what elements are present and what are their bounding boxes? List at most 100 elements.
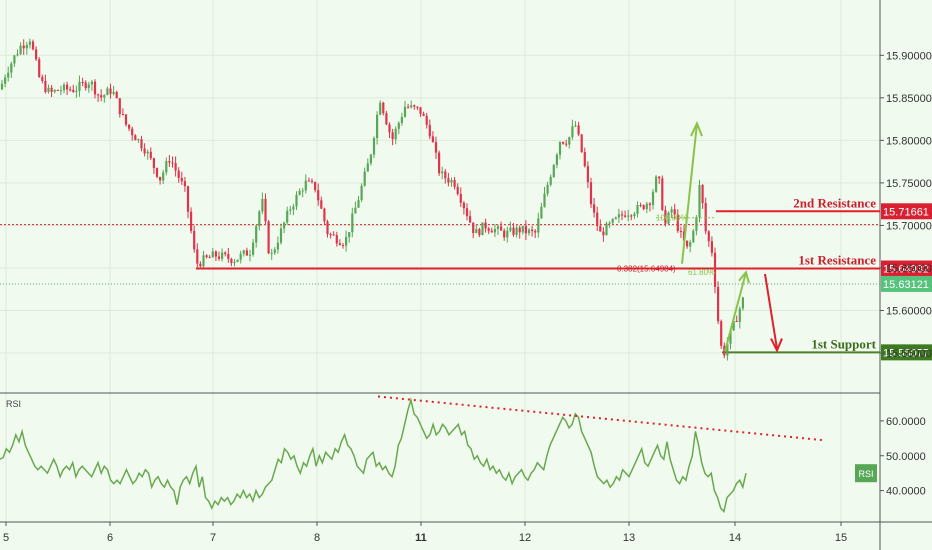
candle-body xyxy=(580,134,583,153)
candle-body xyxy=(503,230,506,238)
candle-body xyxy=(602,231,605,236)
candle-body xyxy=(7,72,10,78)
candle-body xyxy=(472,222,475,234)
projection-arrow-up-1-head xyxy=(690,120,703,137)
candle-body xyxy=(617,214,620,218)
candle-body xyxy=(56,90,59,92)
candle-body xyxy=(128,124,131,129)
candle-body xyxy=(465,208,469,217)
candle-body xyxy=(186,186,190,212)
candle-body xyxy=(19,45,22,55)
candle-body xyxy=(732,320,735,331)
annotations: 100.00% 0.382(15.64984) 61.80% xyxy=(617,120,783,353)
candle-body xyxy=(543,193,546,207)
candle-body xyxy=(310,180,314,182)
candle-body xyxy=(10,63,13,73)
candle-body xyxy=(558,141,562,155)
candle-body xyxy=(713,252,717,287)
candle-body xyxy=(555,154,558,165)
candle-body xyxy=(131,128,134,136)
projection-arrow-down-head xyxy=(770,338,783,353)
candle-body xyxy=(534,231,537,233)
candle-body xyxy=(103,95,106,98)
candle-body xyxy=(140,139,143,149)
time-tick-label: 6 xyxy=(107,532,113,544)
candle-body xyxy=(434,142,438,153)
candle-body xyxy=(394,128,397,140)
candle-body xyxy=(658,176,661,179)
candle-body xyxy=(224,252,227,254)
candle-body xyxy=(44,80,47,92)
candle-body xyxy=(348,232,351,238)
candle-body xyxy=(4,77,7,84)
candle-body xyxy=(245,250,248,256)
price-tick-label: 15.90000 xyxy=(886,50,932,62)
candle-body xyxy=(276,242,279,250)
candle-body xyxy=(397,122,400,129)
candle-body xyxy=(332,234,335,236)
candle-body xyxy=(413,105,416,107)
candle-body xyxy=(695,217,698,231)
candle-body xyxy=(341,244,345,246)
candle-body xyxy=(354,207,357,214)
candle-body xyxy=(400,116,403,123)
candle-body xyxy=(267,221,270,254)
candle-body xyxy=(577,125,580,135)
candle-body xyxy=(447,178,450,183)
level-lines: 2nd Resistance 15.71661 1st Resistance 15.6… xyxy=(0,195,932,361)
candle-body xyxy=(109,88,112,94)
candle-body xyxy=(428,124,431,137)
price-tick-label: 15.60000 xyxy=(886,305,932,317)
candle-body xyxy=(62,84,66,91)
candle-body xyxy=(372,138,376,155)
candle-body xyxy=(546,184,549,194)
candle-body xyxy=(425,115,428,125)
candle-body xyxy=(676,214,679,232)
candle-body xyxy=(456,186,459,194)
candle-body xyxy=(484,222,487,229)
candle-body xyxy=(410,105,413,108)
candle-body xyxy=(227,253,230,259)
candle-body xyxy=(686,240,689,247)
candle-body xyxy=(295,194,298,207)
candle-body xyxy=(642,205,645,210)
candle-body xyxy=(279,228,283,243)
candle-body xyxy=(75,90,78,93)
candle-body xyxy=(493,228,496,233)
candle-body xyxy=(599,226,602,232)
candle-body xyxy=(53,90,56,92)
candle-body xyxy=(651,191,655,206)
candle-body xyxy=(416,106,419,108)
fib-618-label: 61.80% xyxy=(688,268,715,277)
candle-body xyxy=(673,209,676,215)
candle-body xyxy=(512,227,515,235)
time-tick-label: 8 xyxy=(314,532,320,544)
candle-body xyxy=(100,95,103,98)
candle-body xyxy=(307,180,310,182)
candle-body xyxy=(565,143,568,145)
candle-body xyxy=(478,229,481,236)
candle-body xyxy=(193,230,196,250)
candle-body xyxy=(630,215,633,217)
candle-body xyxy=(608,222,611,224)
candle-body xyxy=(338,243,341,245)
projection-arrow-down xyxy=(764,273,778,349)
candle-body xyxy=(645,203,648,210)
candle-body xyxy=(738,308,741,322)
candle-body xyxy=(183,181,186,187)
candle-body xyxy=(698,185,701,218)
candle-body xyxy=(292,206,295,210)
candle-body xyxy=(385,113,388,125)
candle-body xyxy=(596,212,599,227)
candle-body xyxy=(648,203,651,206)
candle-body xyxy=(624,215,627,217)
candle-body xyxy=(289,209,292,211)
current-price-tag xyxy=(881,275,932,292)
candle-body xyxy=(574,125,577,127)
candle-body xyxy=(106,88,109,96)
candle-body xyxy=(273,249,276,253)
candle-body xyxy=(214,251,217,257)
